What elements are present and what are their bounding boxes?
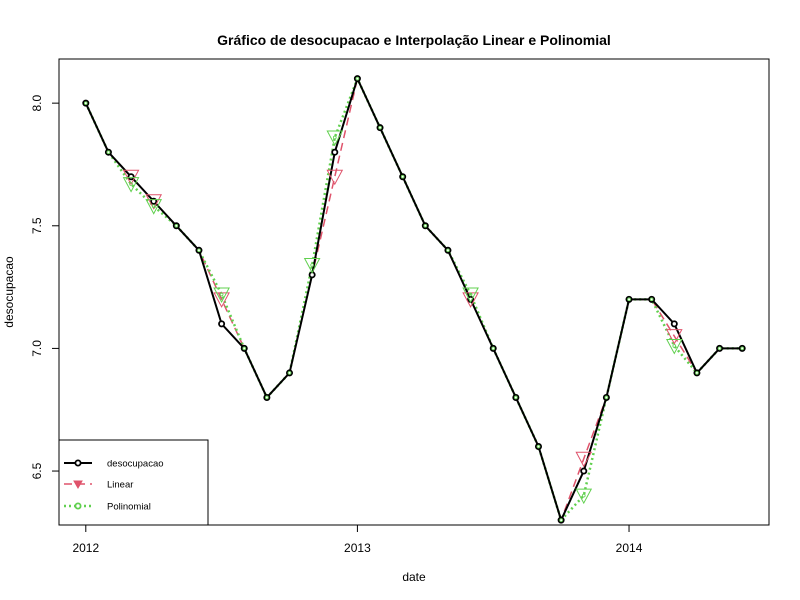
data-point bbox=[331, 148, 339, 156]
series-desocupacao bbox=[82, 75, 746, 524]
data-point bbox=[444, 246, 452, 254]
data-point bbox=[218, 320, 226, 328]
imputed-marker bbox=[145, 199, 163, 215]
data-point bbox=[738, 344, 746, 352]
data-point bbox=[559, 518, 563, 522]
y-axis-label: desocupacao bbox=[2, 256, 16, 328]
data-point bbox=[151, 204, 156, 208]
data-point bbox=[672, 344, 677, 348]
data-point bbox=[242, 346, 247, 351]
data-point bbox=[581, 493, 586, 498]
data-point bbox=[195, 246, 203, 254]
data-point bbox=[378, 125, 382, 130]
series-line-desocupacao bbox=[84, 75, 743, 523]
imputed-marker bbox=[213, 287, 230, 304]
data-point bbox=[376, 124, 384, 132]
data-point bbox=[197, 248, 201, 253]
y-tick-label: 7.0 bbox=[30, 340, 44, 357]
data-point bbox=[717, 346, 722, 351]
series-layer bbox=[82, 75, 746, 524]
data-point bbox=[172, 222, 180, 230]
data-point bbox=[716, 344, 724, 352]
data-point bbox=[740, 346, 745, 351]
imputed-marker bbox=[145, 194, 163, 210]
legend-label: Linear bbox=[107, 480, 133, 491]
data-point bbox=[489, 344, 497, 352]
imputed-marker bbox=[665, 338, 683, 355]
imputed-marker bbox=[462, 287, 479, 304]
data-point bbox=[625, 295, 633, 303]
data-point bbox=[106, 150, 111, 155]
data-point bbox=[104, 148, 112, 156]
data-point bbox=[670, 320, 678, 328]
data-point bbox=[695, 371, 699, 375]
data-point bbox=[693, 369, 701, 377]
legend-box bbox=[58, 439, 209, 526]
legend-marker-icon bbox=[74, 459, 82, 467]
data-point bbox=[82, 99, 90, 107]
data-point bbox=[263, 393, 271, 401]
data-point bbox=[332, 135, 337, 140]
x-tick-label: 2013 bbox=[344, 541, 371, 555]
x-tick-label: 2014 bbox=[616, 541, 643, 555]
data-point bbox=[286, 369, 294, 377]
x-axis-label: date bbox=[402, 570, 426, 584]
series-markers-polinomial bbox=[83, 76, 745, 522]
data-point bbox=[649, 297, 654, 302]
imputed-marker bbox=[122, 177, 140, 193]
data-point bbox=[536, 444, 541, 449]
data-point bbox=[353, 75, 361, 83]
data-point bbox=[534, 443, 542, 451]
legend-marker-icon bbox=[74, 502, 82, 510]
data-point bbox=[514, 395, 518, 400]
legend-label: desocupacao bbox=[107, 459, 164, 470]
data-point bbox=[491, 346, 496, 351]
data-point bbox=[127, 173, 135, 181]
y-tick-label: 6.5 bbox=[30, 462, 44, 479]
y-tick-label: 7.5 bbox=[30, 217, 44, 234]
data-point bbox=[423, 223, 428, 228]
data-point bbox=[468, 292, 473, 297]
x-tick-label: 2012 bbox=[72, 541, 99, 555]
data-point bbox=[557, 516, 565, 524]
chart-title: Gráfico de desocupacao e Interpolação Li… bbox=[217, 32, 611, 48]
imputed-marker bbox=[326, 169, 344, 186]
data-point bbox=[355, 76, 360, 81]
data-point bbox=[580, 467, 588, 475]
data-point bbox=[310, 263, 314, 267]
data-point bbox=[265, 395, 269, 400]
imputed-marker bbox=[665, 329, 683, 345]
legend: desocupacao Linear Polinomial bbox=[58, 439, 209, 526]
data-point bbox=[627, 297, 631, 302]
legend-marker-icon bbox=[73, 480, 83, 490]
data-point bbox=[287, 371, 292, 375]
data-point bbox=[174, 223, 179, 228]
data-point bbox=[240, 344, 248, 352]
data-point bbox=[421, 222, 429, 230]
y-tick-label: 8.0 bbox=[30, 94, 44, 111]
data-point bbox=[604, 395, 609, 400]
data-point bbox=[446, 248, 450, 253]
legend-label: Polinomial bbox=[107, 502, 151, 513]
data-point bbox=[400, 174, 405, 179]
data-point bbox=[602, 393, 610, 401]
data-point bbox=[399, 173, 407, 181]
axes: 2012 2013 2014 6.5 7.0 7.5 8.0 bbox=[30, 94, 643, 555]
imputed-marker bbox=[303, 258, 321, 274]
data-point bbox=[129, 182, 133, 186]
imputed-marker bbox=[575, 451, 593, 468]
imputed-markers-polinomial bbox=[122, 130, 683, 505]
imputed-marker bbox=[575, 488, 593, 505]
imputed-marker bbox=[326, 130, 344, 147]
data-point bbox=[648, 295, 656, 303]
data-point bbox=[219, 292, 224, 297]
data-point bbox=[512, 393, 520, 401]
data-point bbox=[83, 101, 88, 105]
